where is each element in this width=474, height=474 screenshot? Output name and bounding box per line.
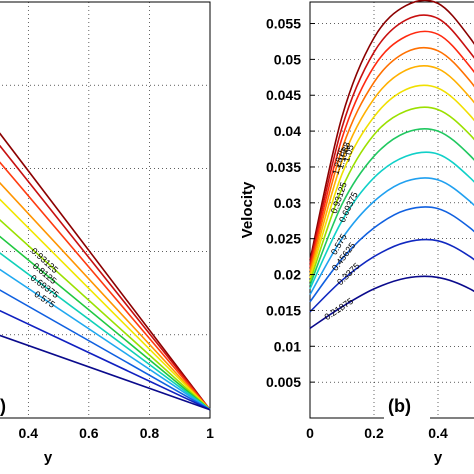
panel-b-y-tick-label: 0.04 — [274, 123, 301, 139]
panel-b-series-line — [309, 84, 474, 279]
panel-b-x-tick-label: 0.4 — [428, 425, 448, 441]
panel-b-x-axis-label: y — [434, 449, 443, 466]
panel-b-chart: 1.28751.16881.050.931250.693750.5750.456… — [239, 0, 474, 466]
panel-a-grid — [0, 2, 211, 418]
panel-b-y-tick-label: 0.01 — [274, 338, 301, 354]
panel-a-series-line — [0, 252, 211, 411]
panel-b-series-line — [309, 206, 474, 303]
panel-b-grid — [309, 2, 474, 418]
panel-a-series-line — [0, 235, 211, 411]
panel-b-label: (b) — [388, 396, 411, 416]
panel-b-series-line — [309, 0, 474, 261]
panel-a-x-tick-label: 0.6 — [79, 425, 99, 441]
panel-b-series-line — [309, 127, 474, 286]
panel-b-y-tick-label: 0.055 — [266, 16, 301, 32]
panel-b-contour-label: 1.05 — [341, 143, 356, 163]
panel-a-series — [0, 132, 211, 411]
panel-a-series-line — [0, 289, 211, 411]
panel-b-y-axis-label: Velocity — [239, 181, 256, 238]
panel-b-y-tick-label: 0.02 — [274, 267, 301, 283]
panel-b-x-tick-label: 0.2 — [364, 425, 384, 441]
panel-a-x-axis-label: y — [44, 449, 53, 466]
panel-a-series-line — [0, 144, 211, 411]
panel-a-x-tick-label: 0.4 — [19, 425, 39, 441]
panel-a-label: ) — [0, 396, 6, 416]
panel-a-series-line — [0, 268, 211, 411]
panel-a-series-line — [0, 132, 211, 411]
panel-b-y-tick-label: 0.05 — [274, 51, 301, 67]
panel-a-x-ticks: 0.4 0.6 0.8 1 — [19, 425, 215, 441]
panel-b-series-line — [309, 106, 474, 282]
panel-a-series-line — [0, 219, 211, 411]
panel-b-y-tick-label: 0.025 — [266, 231, 301, 247]
panel-b-plot-area — [309, 1, 474, 419]
panel-a-x-tick-label: 0.8 — [140, 425, 160, 441]
panel-a-x-tick-label: 1 — [206, 425, 214, 441]
panel-b-label-box — [384, 392, 430, 420]
panel-b-y-tick-label: 0.015 — [266, 302, 301, 318]
panel-a-series-line — [0, 334, 211, 411]
panel-b-y-tick-label: 0.005 — [266, 374, 301, 390]
panel-b-series-line — [309, 14, 474, 264]
panel-a-series-line — [0, 181, 211, 411]
panel-a-series-line — [0, 161, 211, 411]
panel-b-x-ticks: 0 0.2 0.4 — [306, 425, 448, 441]
panel-b-series-line — [309, 177, 474, 295]
panel-b-series-line — [309, 275, 474, 329]
panel-b-series-line — [309, 151, 474, 290]
panel-a-series-line — [0, 309, 211, 411]
panel-b-series — [309, 0, 474, 329]
panel-a-plot-area — [0, 1, 211, 419]
panel-a-series-line — [0, 198, 211, 411]
panel-b-y-tick-label: 0.045 — [266, 87, 301, 103]
panel-b-series-line — [309, 30, 474, 268]
panel-b-y-ticks: 0.005 0.01 0.015 0.02 0.025 0.03 0.035 0.04 0.04… — [266, 16, 315, 390]
panel-b-x-tick-label: 0 — [306, 425, 314, 441]
panel-b-series-line — [309, 238, 474, 313]
panel-b-y-tick-label: 0.035 — [266, 159, 301, 175]
panel-b-y-tick-label: 0.03 — [274, 195, 301, 211]
panel-b-series-line — [309, 46, 474, 272]
panel-b-series-line — [309, 65, 474, 275]
